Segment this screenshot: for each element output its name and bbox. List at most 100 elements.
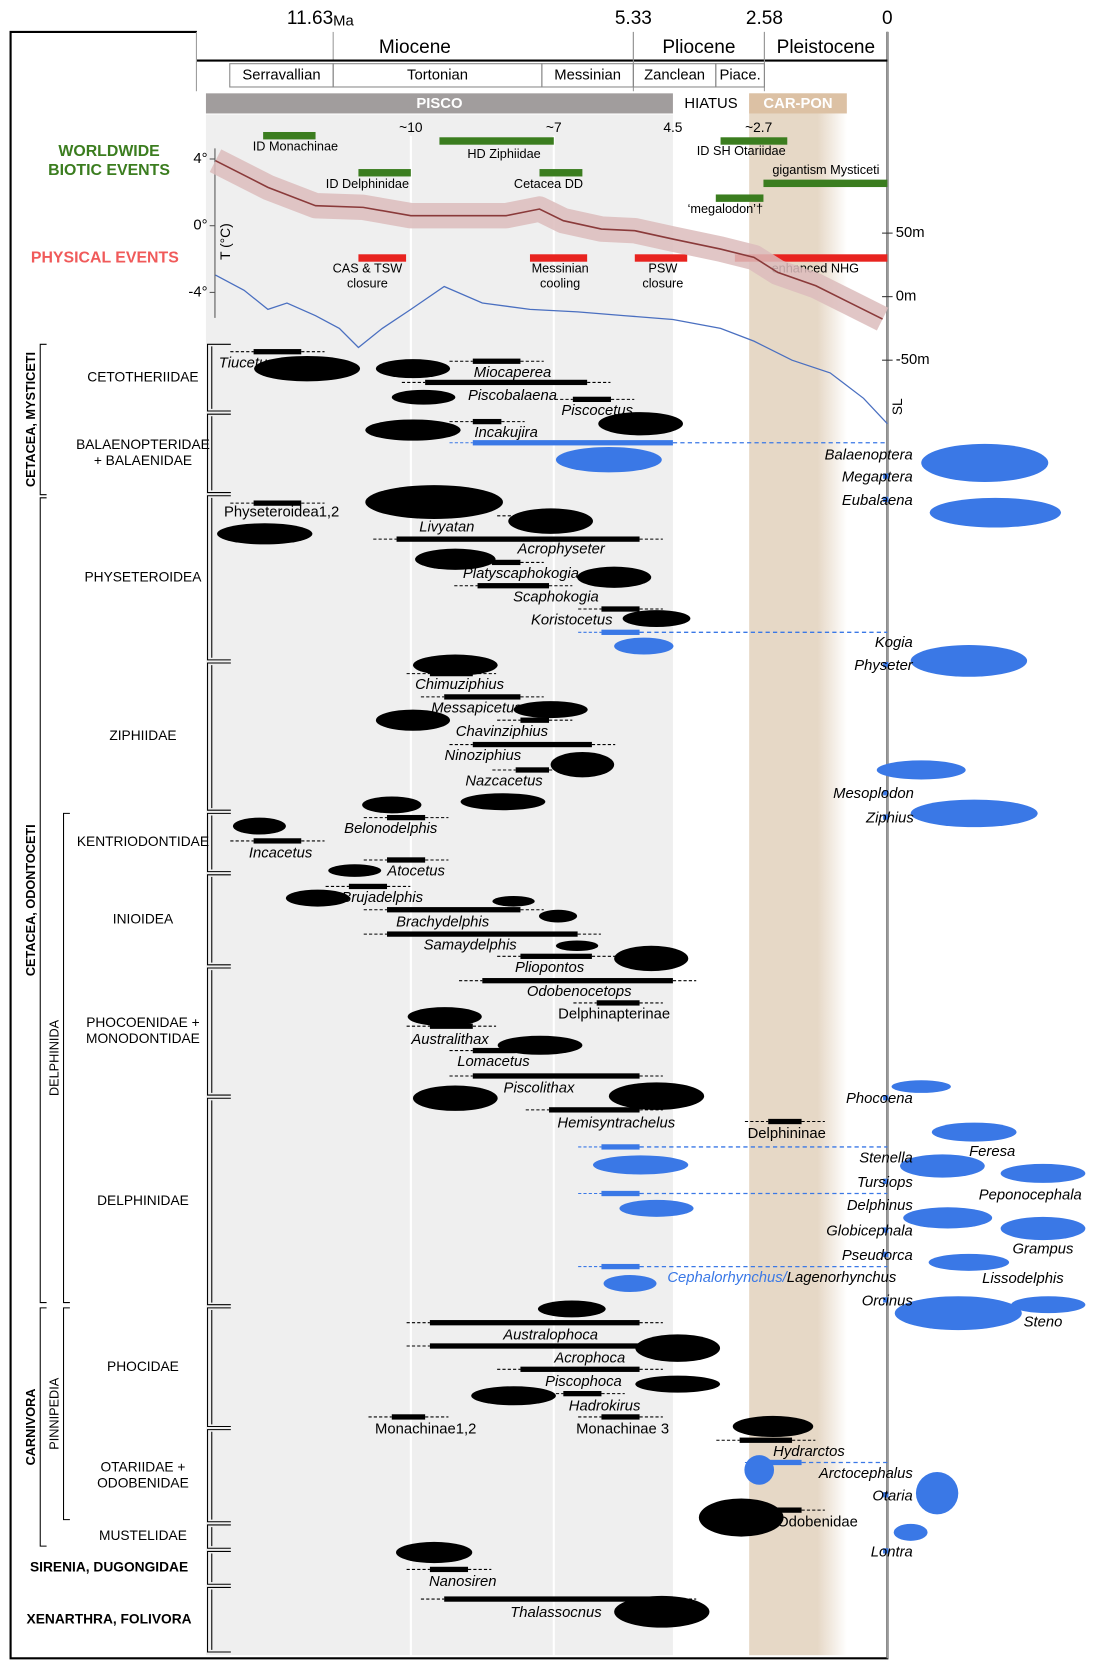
silhouette: [928, 1253, 1010, 1271]
biotic-event-bar: [763, 179, 888, 188]
physical-event-bar: [634, 254, 688, 262]
range-bar: [739, 1437, 793, 1443]
silhouette: [362, 796, 422, 814]
group-bracket: [207, 1524, 231, 1549]
group-bracket: [207, 413, 231, 494]
silhouette: [619, 1199, 694, 1217]
age-name: Tortonian: [407, 67, 468, 83]
extant-marker: [883, 1227, 889, 1233]
taxon-label: Physeteroidea1,2: [224, 505, 339, 521]
biotic-title: BIOTIC EVENTS: [48, 162, 170, 179]
range-bar: [429, 1320, 640, 1326]
silhouette: [592, 1155, 689, 1175]
biotic-event-bar: [358, 169, 411, 177]
range-bar: [601, 1414, 640, 1420]
taxon-label: Monachinae 3: [576, 1422, 669, 1438]
age-name: Messinian: [554, 67, 621, 83]
taxon-label: Messapicetus: [431, 700, 522, 716]
time-unit: Ma: [333, 13, 354, 29]
range-bar: [472, 741, 592, 748]
marker-label: ~2.7: [745, 120, 772, 135]
extant-taxon-label: Physeter: [854, 658, 914, 674]
taxon-label: Scaphokogia: [513, 589, 599, 605]
clade-bracket: [39, 343, 47, 496]
physical-event-bar: [529, 254, 588, 262]
marker-label: 4.5: [663, 120, 682, 135]
extant-taxon-label: Orcinus: [862, 1293, 914, 1309]
taxon-label: Piscobalaena: [468, 388, 557, 404]
extant-marker: [883, 1548, 889, 1554]
physical-event-bar: [358, 254, 407, 262]
taxon-label: Nanosiren: [429, 1574, 497, 1590]
group-label: ODOBENIDAE: [97, 1475, 189, 1490]
sea-level-tick-label: 0m: [896, 289, 917, 305]
biotic-event-bar: [539, 169, 583, 177]
silhouette: [894, 1296, 1022, 1331]
group-label: PHOCOENIDAE +: [86, 1015, 199, 1030]
silhouette: [396, 1541, 473, 1564]
range-bar: [601, 1190, 640, 1197]
range-bar: [396, 536, 640, 542]
range-bar: [596, 1000, 640, 1006]
taxon-label: Samaydelphis: [424, 938, 518, 954]
silhouette: [375, 709, 451, 731]
extant-taxon-label: Grampus: [1013, 1242, 1075, 1258]
extant-marker: [883, 790, 889, 796]
formation-bar: [205, 93, 673, 114]
range-bar: [253, 349, 302, 355]
range-bar: [472, 1073, 640, 1079]
main: ~10 ~7 4.5 ~2.7 11.63 Ma 5.33 2.58 0 Miocene Plioc…: [9, 8, 1086, 1660]
range-bar: [520, 513, 550, 519]
group-label: DELPHINIDAE: [97, 1193, 189, 1208]
biotic-event-bar: [715, 194, 764, 202]
range-bar: [472, 418, 502, 425]
range-bar: [601, 1144, 640, 1150]
silhouette: [508, 508, 593, 534]
taxon-label: Brujadelphis: [341, 890, 423, 906]
extant-marker: [883, 1492, 889, 1498]
range-bar: [429, 1566, 469, 1573]
extant-taxon-label: Megaptera: [842, 470, 913, 486]
silhouette: [328, 864, 382, 877]
taxon-label: Odobenocetops: [527, 984, 632, 1000]
range-bar: [391, 1414, 426, 1420]
range-bar: [253, 838, 302, 844]
silhouette: [285, 889, 350, 907]
range-bar: [601, 606, 640, 612]
silhouette: [635, 1334, 721, 1362]
taxon-label: Miocaperea: [474, 365, 551, 381]
extant-taxon-label: Steno: [1024, 1315, 1063, 1331]
taxon-label: Delphinapterinae: [558, 1006, 670, 1022]
physical-event-label: Messinian: [532, 261, 589, 275]
range-bar: [348, 883, 388, 890]
silhouette: [635, 1375, 721, 1393]
time-tick-label: 5.33: [615, 8, 652, 29]
range-bar: [477, 583, 550, 589]
clade-label: CETACEA, ODONTOCETI: [24, 824, 38, 976]
silhouette: [492, 895, 535, 907]
taxon-label: Pliopontos: [515, 960, 585, 976]
biotic-event-label: ID Delphinidae: [326, 177, 409, 191]
taxon-label: Incacetus: [249, 846, 313, 862]
range-bar: [515, 767, 550, 773]
extant-taxon-label: Peponocephala: [979, 1188, 1082, 1204]
silhouette: [876, 760, 966, 780]
biotic-event-label: HD Ziphiidae: [467, 147, 540, 161]
range-bar: [425, 379, 588, 386]
silhouette: [603, 1275, 657, 1292]
taxon-label: Platyscaphokogia: [463, 566, 579, 582]
temperature-tick-label: 0°: [193, 218, 207, 234]
temperature-curve: [215, 159, 883, 320]
group-bracket: [207, 662, 231, 811]
group-bracket: [207, 1586, 231, 1653]
silhouette: [254, 355, 361, 382]
range-bar: [444, 1596, 673, 1602]
taxon-label: Delphininae: [748, 1126, 826, 1142]
marker-label: ~7: [546, 120, 562, 135]
silhouette: [891, 1080, 951, 1093]
silhouette: [608, 1082, 705, 1110]
taxon-label: Lomacetus: [457, 1054, 530, 1070]
silhouette: [732, 1415, 814, 1438]
clade-label: CETACEA, MYSTICETI: [24, 352, 38, 487]
silhouette: [375, 359, 451, 379]
